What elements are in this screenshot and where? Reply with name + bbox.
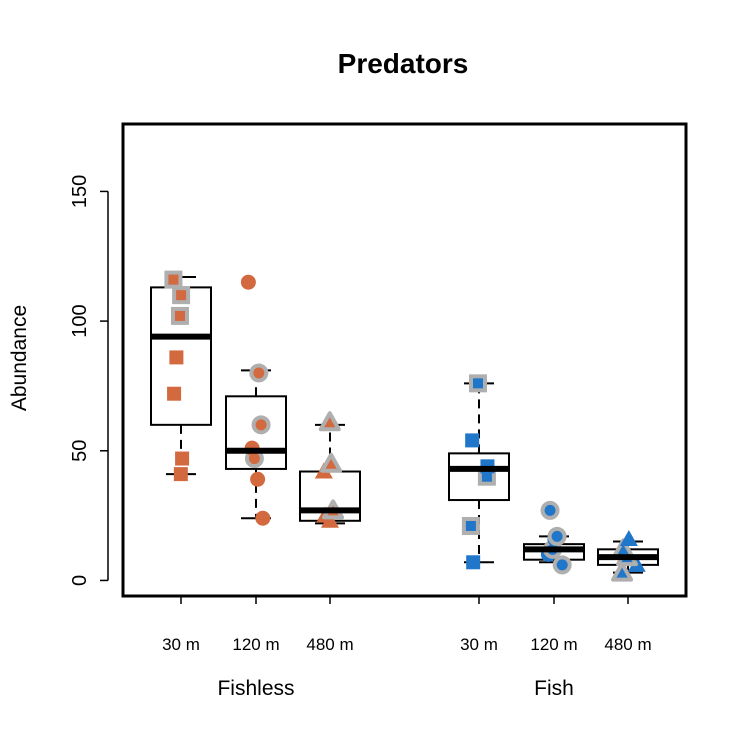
data-point-circle [540,500,560,520]
category-label: 480 m [604,635,651,654]
data-point-circle [250,471,266,487]
category-label: 120 m [232,635,279,654]
data-point-square [175,451,190,466]
data-point-circle [547,526,567,546]
category-label: 120 m [530,635,577,654]
data-point-square [468,374,487,393]
data-point-square [465,433,480,448]
data-point-square [172,286,191,305]
category-label: 30 m [460,635,498,654]
category-label: 480 m [306,635,353,654]
y-tick-label: 150 [69,175,91,208]
data-point-square [167,386,182,401]
data-point-triangle [318,411,341,432]
plot-frame [121,122,688,598]
data-point-square [169,350,184,365]
data-point-square [170,306,189,325]
group-label: Fish [534,677,574,700]
data-point-circle [552,555,572,575]
data-point-circle [240,274,256,290]
data-point-triangle [611,561,634,582]
category-label: 30 m [162,635,200,654]
chart-title: Predators [338,48,469,79]
data-point-square [466,555,481,570]
data-point-circle [251,415,271,435]
data-point-square [461,516,480,535]
y-tick-label: 100 [69,304,91,337]
group-label: Fishless [217,677,294,700]
data-point-square [164,270,183,289]
data-point-square [173,467,188,482]
y-tick-label: 0 [69,575,91,586]
data-point-triangle [320,452,343,473]
data-point-circle [249,363,269,383]
y-tick-label: 50 [69,440,91,462]
data-point-triangle [619,529,638,546]
data-point-circle [255,510,271,526]
y-axis-label: Abundance [8,305,31,411]
